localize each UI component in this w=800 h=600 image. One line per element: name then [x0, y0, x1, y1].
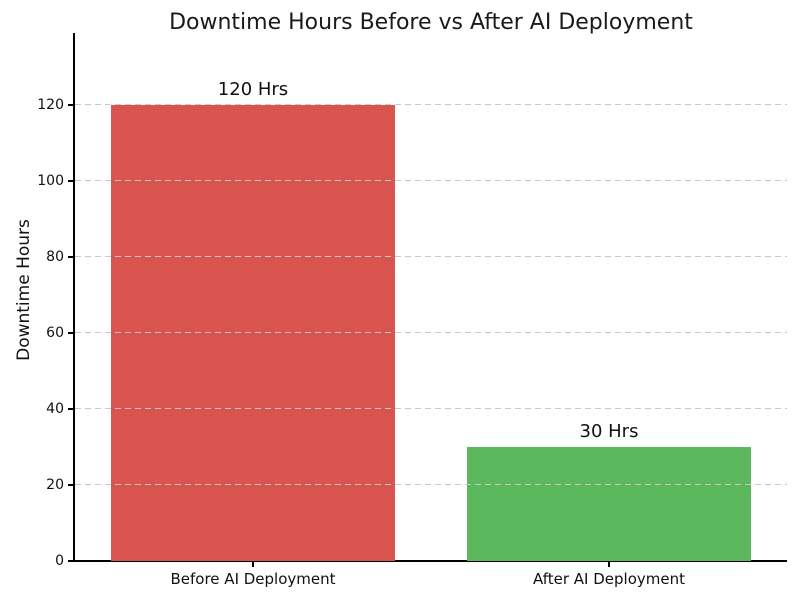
- y-tick-mark: [68, 484, 73, 487]
- y-tick-label: 80: [46, 249, 64, 266]
- chart-title: Downtime Hours Before vs After AI Deploy…: [169, 10, 693, 35]
- y-tick-mark: [68, 180, 73, 183]
- bar-after: [466, 447, 752, 561]
- bar-value-label: 30 Hrs: [579, 421, 639, 443]
- y-tick-mark: [68, 104, 73, 107]
- y-tick-mark: [68, 408, 73, 411]
- x-tick-label: Before AI Deployment: [170, 570, 336, 588]
- plot-area: 120 Hrs 30 Hrs: [75, 33, 787, 561]
- gridline: [75, 180, 787, 182]
- y-tick-mark: [68, 332, 73, 335]
- gridline: [75, 256, 787, 258]
- bar-before: [110, 105, 396, 561]
- y-axis: 0 20 40 60 80 100 120: [0, 33, 73, 568]
- y-tick-label: 20: [46, 477, 64, 494]
- y-tick-label: 60: [46, 325, 64, 342]
- y-tick-label: 120: [37, 97, 64, 114]
- bar-value-label: 120 Hrs: [217, 79, 289, 101]
- gridline: [75, 484, 787, 486]
- y-tick-mark: [68, 560, 73, 562]
- x-tick-mark: [608, 562, 610, 567]
- y-tick-label: 100: [37, 173, 64, 190]
- x-axis: Before AI Deployment After AI Deployment: [75, 562, 787, 600]
- x-tick-label: After AI Deployment: [533, 570, 685, 588]
- y-tick-label: 0: [55, 553, 64, 569]
- y-tick-label: 40: [46, 401, 64, 418]
- gridline: [75, 408, 787, 410]
- y-axis-spine: [73, 33, 75, 561]
- gridline: [75, 104, 787, 106]
- x-tick-mark: [252, 562, 254, 567]
- x-axis-spine: [73, 560, 787, 562]
- gridline: [75, 332, 787, 334]
- y-tick-mark: [68, 256, 73, 259]
